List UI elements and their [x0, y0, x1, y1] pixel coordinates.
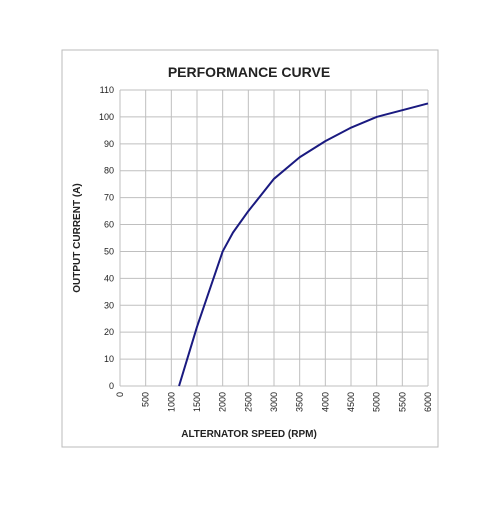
x-tick-label: 4500: [346, 392, 356, 412]
y-tick-label: 30: [104, 300, 114, 310]
y-tick-label: 50: [104, 246, 114, 256]
y-tick-label: 10: [104, 354, 114, 364]
x-tick-label: 5000: [372, 392, 382, 412]
y-tick-label: 70: [104, 193, 114, 203]
x-tick-label: 0: [115, 392, 125, 397]
x-tick-label: 2500: [243, 392, 253, 412]
x-tick-label: 6000: [423, 392, 433, 412]
y-tick-label: 110: [100, 85, 114, 95]
y-tick-label: 60: [104, 220, 114, 230]
y-tick-label: 100: [99, 112, 114, 122]
x-tick-label: 3000: [269, 392, 279, 412]
y-axis-label: OUTPUT CURRENT (A): [72, 183, 83, 292]
x-tick-label: 500: [141, 392, 151, 407]
x-tick-label: 3500: [295, 392, 305, 412]
chart-title: PERFORMANCE CURVE: [168, 64, 330, 80]
x-tick-label: 1500: [192, 392, 202, 412]
x-tick-label: 5500: [397, 392, 407, 412]
chart-frame: [61, 49, 439, 448]
x-tick-label: 1000: [166, 392, 176, 412]
y-tick-label: 40: [104, 273, 114, 283]
y-tick-label: 90: [104, 139, 114, 149]
x-axis-label: ALTERNATOR SPEED (RPM): [181, 429, 317, 440]
y-tick-label: 0: [109, 381, 114, 391]
y-tick-label: 20: [104, 327, 114, 337]
x-tick-label: 4000: [320, 392, 330, 412]
line-series: [178, 102, 429, 387]
y-tick-label: 80: [104, 166, 114, 176]
x-tick-label: 2000: [218, 392, 228, 412]
